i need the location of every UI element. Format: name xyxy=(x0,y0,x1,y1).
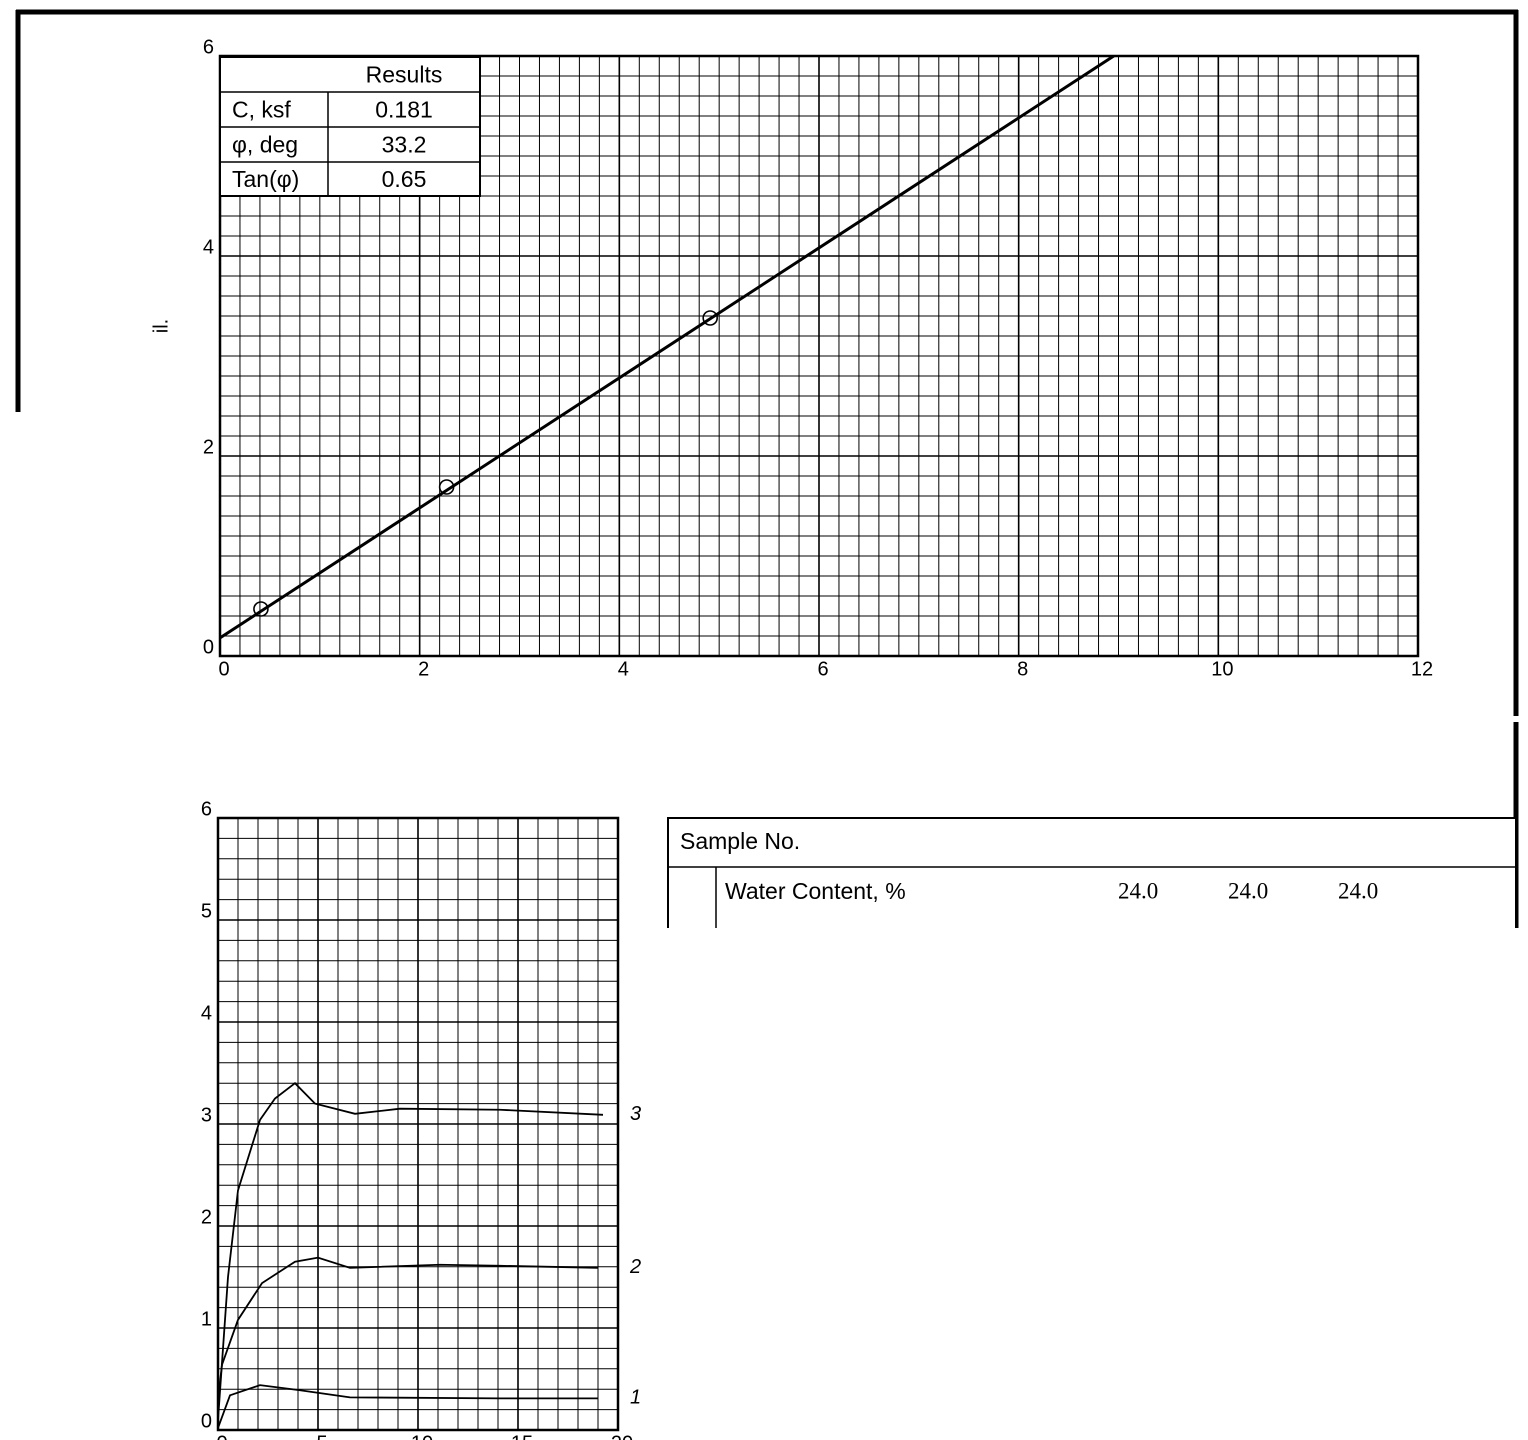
x-tick-label: 15 xyxy=(511,1432,533,1440)
y-tick-label: 0 xyxy=(201,1410,212,1432)
series-label: 1 xyxy=(630,1387,641,1409)
x-tick-label: 10 xyxy=(1211,658,1233,680)
cell-value: 24.0 xyxy=(1118,878,1158,903)
fit-line xyxy=(220,56,1115,640)
table-label: Tan(φ) xyxy=(232,166,299,192)
y-tick-label: 1 xyxy=(201,1308,212,1330)
strength-envelope-chart: 0 2 4 6 8 10 12 0 2 4 6 il. Results C, ksf 0.181 φ, deg… xyxy=(150,36,1433,680)
y-tick-label: 5 xyxy=(201,900,212,922)
x-tick-label: 8 xyxy=(1017,658,1028,680)
y-axis-label: il. xyxy=(150,319,172,333)
x-tick-label: 20 xyxy=(611,1432,633,1440)
data-point xyxy=(438,479,455,495)
x-tick-label: 2 xyxy=(418,658,429,680)
table-body: Sample No. Water Content, % 24.0 24.0 24.0 xyxy=(667,817,1517,928)
y-tick-label: 3 xyxy=(201,1104,212,1126)
y-tick-label: 0 xyxy=(203,636,214,658)
x-tick-label: 0 xyxy=(216,1432,227,1440)
table-label: φ, deg xyxy=(232,132,298,158)
plot-frame xyxy=(218,54,1420,658)
x-tick-label: 12 xyxy=(1411,658,1433,680)
series-line xyxy=(217,1082,604,1420)
table-value: 0.181 xyxy=(375,97,433,123)
x-tick-label: 5 xyxy=(316,1432,327,1440)
series-line xyxy=(217,1256,599,1400)
y-tick-label: 4 xyxy=(201,1002,212,1024)
data-point xyxy=(702,310,718,326)
y-tick-label: 2 xyxy=(201,1206,212,1228)
plot-frame xyxy=(216,816,620,1432)
row-label: Water Content, % xyxy=(725,878,906,904)
y-tick-label: 4 xyxy=(203,236,214,258)
table-header: Sample No. xyxy=(680,828,800,854)
data-point xyxy=(253,601,269,617)
series-label: 2 xyxy=(629,1256,641,1278)
x-tick-label: 0 xyxy=(218,658,229,680)
y-tick-label: 6 xyxy=(203,36,214,58)
y-tick-label: 6 xyxy=(201,798,212,820)
x-tick-label: 10 xyxy=(411,1432,433,1440)
table-frame xyxy=(667,817,1517,928)
table-header: Results xyxy=(366,62,443,88)
series-line xyxy=(217,1384,598,1429)
table-label: C, ksf xyxy=(232,97,291,123)
sample-table: Sample No. Water Content, % 24.0 24.0 24.0 xyxy=(667,817,1517,928)
y-tick-label: 2 xyxy=(203,436,214,458)
table-value: 33.2 xyxy=(382,132,427,158)
cell-value: 24.0 xyxy=(1338,878,1378,903)
table-value: 0.65 xyxy=(382,166,427,192)
x-tick-label: 4 xyxy=(618,658,629,680)
stress-strain-chart: 0 5 10 15 20 0 1 2 3 4 5 6 1 2 3 xyxy=(201,798,641,1440)
cell-value: 24.0 xyxy=(1228,878,1268,903)
series-label: 3 xyxy=(630,1103,641,1125)
x-tick-label: 6 xyxy=(817,658,828,680)
